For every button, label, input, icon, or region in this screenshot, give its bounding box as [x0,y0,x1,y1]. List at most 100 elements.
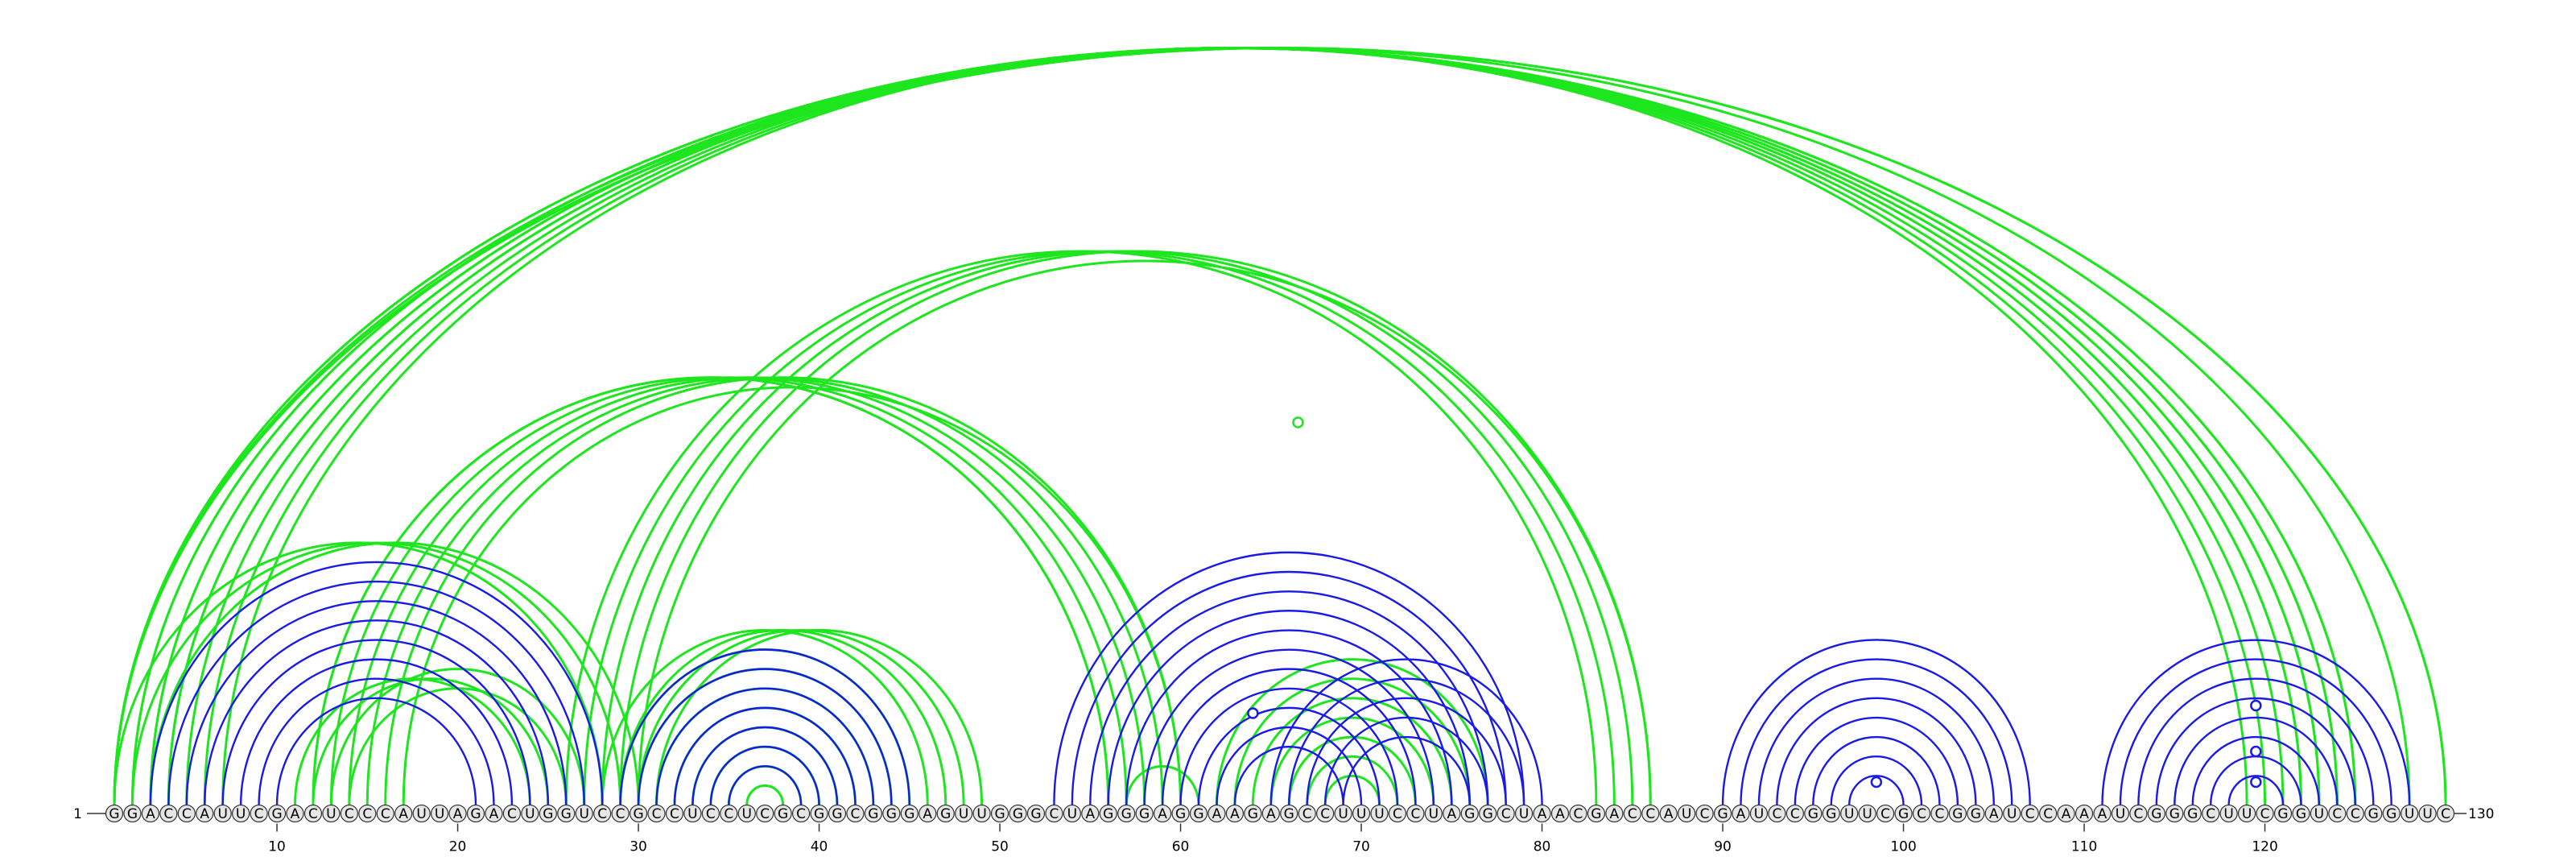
nucleotide-letter: C [163,806,173,822]
nucleotide-71: U [1370,804,1389,823]
nucleotide-circle [1189,804,1208,823]
native-pair-arc-69-76-30 [1342,735,1471,805]
nucleotide-circle [864,804,883,823]
nucleotide-circle [900,804,919,823]
nucleotide-letter: C [1574,806,1583,822]
tick-label-80: 80 [1534,839,1551,855]
nucleotide-55: A [1081,804,1100,823]
alternative-pair-arc-36-38-41 [745,784,785,805]
nucleotide-circle [1352,804,1371,823]
nucleotide-circle [737,804,756,823]
nucleotide-circle [919,804,937,823]
nucleotide-letter: U [1429,806,1439,822]
nucleotide-78: C [1496,804,1515,823]
tick-label-50: 50 [991,839,1009,855]
nucleotide-53: C [1045,804,1063,823]
nucleotide-circle [2219,804,2238,823]
nucleotide-72: C [1388,804,1407,823]
nucleotide-73: C [1406,804,1425,823]
nucleotide-circle [1009,804,1027,823]
nucleotide-circle [1749,804,1769,823]
nucleotide-letter: U [236,806,246,822]
alternative-pair-arc-30-48-43 [637,628,965,805]
nucleotide-circle [1804,804,1823,823]
nucleotide-25: G [539,804,557,823]
nucleotide-letter: G [1121,806,1132,822]
nucleotide-circle [774,804,792,823]
nucleotide-letter: C [362,806,372,822]
nucleotide-letter: A [1538,806,1547,822]
nucleotide-circle [2147,804,2165,823]
nucleotide-circle [2238,804,2256,823]
nucleotide-63: A [1225,804,1245,823]
native-pair-arc-63-69-25 [1233,746,1344,805]
nucleotide-13: U [322,804,341,823]
native-pair-arc-66-79-27 [1288,677,1525,805]
nucleotide-letter: C [2206,806,2215,822]
alternative-pair-arc-12-25-30 [312,677,550,805]
nucleotide-circle [2003,804,2021,823]
loop-marker-0 [1292,416,1304,428]
nucleotide-86: C [1641,804,1660,823]
nucleotide-circle [159,804,178,823]
nucleotide-letter: G [633,806,643,822]
nucleotide-57: G [1117,804,1136,823]
nucleotide-circle [1370,804,1389,823]
nucleotide-letter: A [1266,806,1276,822]
native-pair-arc-10-21-7 [275,697,477,805]
nucleotide-40: G [810,804,828,823]
nucleotide-circle [611,804,630,823]
nucleotide-117: C [2202,804,2220,823]
nucleotide-letter: A [2062,806,2071,822]
native-pair-arc-68-77-29 [1323,716,1489,805]
alternative-pair-arc-32-42-37 [673,706,857,805]
nucleotide-circle [2418,804,2437,823]
nucleotide-letter: C [2351,806,2360,822]
nucleotide-letter: U [416,806,426,822]
nucleotide-letter: G [2386,806,2396,822]
nucleotide-letter: A [489,806,499,822]
nucleotide-circle [141,804,159,823]
nucleotide-circle [1768,804,1786,823]
nucleotide-letter: U [2405,806,2414,822]
nucleotide-letter: G [2277,806,2288,822]
nucleotide-67: C [1298,804,1316,823]
nucleotide-95: G [1804,804,1823,823]
nucleotide-circle [1713,804,1732,823]
nucleotide-letter: U [2007,806,2017,822]
nucleotide-26: G [557,804,576,823]
native-pair-arc-53-79-15 [1053,551,1525,805]
position-axis: 10 20 30 40 50 60 70 80 90 100 110 120 [268,823,2278,855]
nucleotide-97: U [1840,804,1859,823]
loop-markers [1247,416,2262,789]
nucleotide-112: U [2111,804,2130,823]
nucleotide-circle [756,804,774,823]
alternative-pair-arc-64-75-48 [1251,697,1453,805]
nucleotide-letter: G [2368,806,2379,822]
nucleotide-66: G [1280,804,1298,823]
native-pair-arc-62-70-24 [1216,726,1363,805]
native-pair-arc-65-80-26 [1269,658,1543,805]
nucleotide-111: A [2093,804,2112,823]
nucleotide-circle [1081,804,1100,823]
nucleotide-circle [539,804,557,823]
nucleotide-letter: G [868,806,878,822]
nucleotide-19: U [430,804,449,823]
nucleotide-circle [791,804,811,823]
nucleotide-letter: U [326,806,336,822]
nucleotide-letter: G [1952,806,1963,822]
nucleotide-129: U [2418,804,2437,823]
nucleotide-47: G [936,804,955,823]
nucleotide-letter: C [1772,806,1781,822]
nucleotide-14: C [340,804,358,823]
nucleotide-100: G [1894,804,1913,823]
nucleotide-17: A [394,804,413,823]
nucleotide-circle [1406,804,1425,823]
native-pair-arc-3-28-0 [149,561,604,805]
nucleotide-64: G [1244,804,1262,823]
nucleotide-54: U [1063,804,1081,823]
nucleotide-circle [412,804,431,823]
nucleotide-letter: C [507,806,517,822]
nucleotide-letter: C [1049,806,1059,822]
nucleotide-letter: U [1682,806,1691,822]
